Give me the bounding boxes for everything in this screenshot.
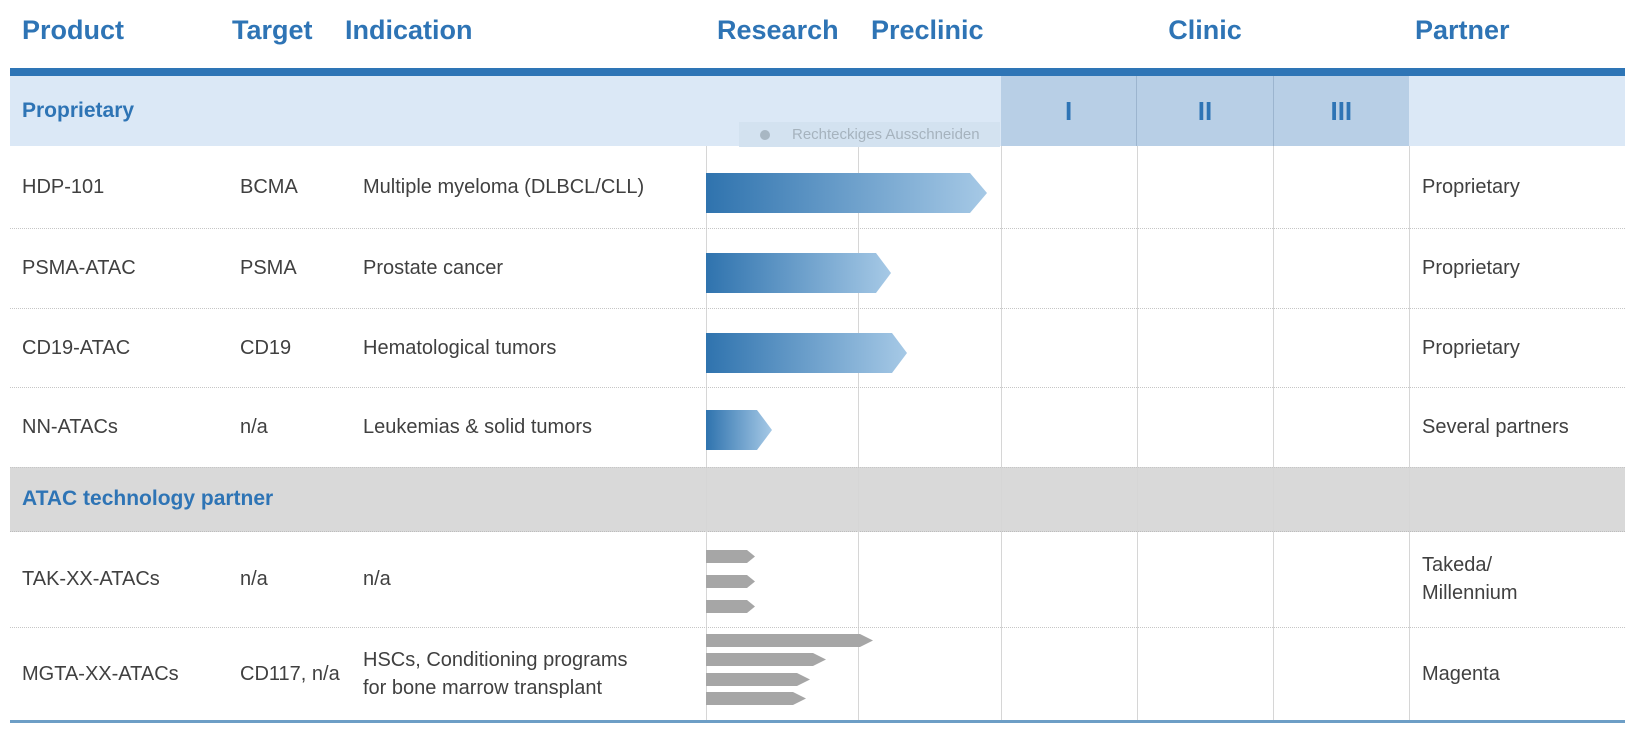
table-row-psma-atac: PSMA-ATAC PSMA Prostate cancer Proprietary [10, 228, 1625, 309]
column-gridline [1137, 146, 1138, 720]
column-gridline [1001, 146, 1002, 720]
phase-progress-bar [706, 653, 826, 666]
indication-cell: n/a [363, 568, 391, 590]
phase-progress-bar [706, 410, 772, 450]
column-header-indication: Indication [345, 15, 473, 45]
indication-cell: Prostate cancer [363, 257, 504, 279]
section-label-atac-partner: ATAC technology partner [22, 487, 274, 510]
partner-cell: Proprietary [1422, 336, 1520, 359]
product-cell: NN-ATACs [22, 416, 118, 438]
column-gridline [1273, 146, 1274, 720]
snip-overlay-label: Rechteckiges Ausschneiden [792, 126, 980, 143]
product-cell: HDP-101 [22, 176, 105, 198]
column-header-research: Research [717, 15, 839, 45]
column-header-clinic: Clinic [1168, 15, 1242, 45]
phase-progress-bar [706, 173, 987, 213]
target-cell: CD19 [240, 336, 292, 359]
bullet-circle-icon [760, 129, 770, 140]
column-header-preclinic: Preclinic [871, 15, 984, 45]
partner-cell: Proprietary [1422, 257, 1520, 279]
indication-cell: Leukemias & solid tumors [363, 416, 592, 438]
column-gridline [1409, 146, 1410, 720]
phase-progress-bar [706, 673, 810, 686]
phase-progress-bar [706, 253, 891, 293]
column-header-target: Target [232, 15, 313, 45]
clinic-phase-3: III [1272, 76, 1409, 146]
product-cell: CD19-ATAC [22, 336, 131, 359]
table-row-mgta-xx-atacs: MGTA-XX-ATACs CD117, n/a HSCs, Conditionin… [10, 627, 1625, 720]
partner-cell: Takeda/ Millennium [1422, 554, 1518, 604]
atac-partner-section-band: ATAC technology partner [10, 467, 1625, 532]
indication-cell: Multiple myeloma (DLBCL/CLL) [363, 176, 645, 198]
phase-progress-bar [706, 333, 907, 373]
partner-cell: Several partners [1422, 416, 1569, 438]
table-row-tak-xx-atacs: TAK-XX-ATACs n/a n/a Takeda/ Millennium [10, 531, 1625, 628]
partner-cell: Proprietary [1422, 176, 1520, 198]
target-cell: n/a [240, 568, 268, 590]
product-cell: MGTA-XX-ATACs [22, 662, 179, 685]
phase-progress-bar [706, 550, 755, 563]
phase-progress-bar [706, 600, 755, 613]
table-row-cd19-atac: CD19-ATAC CD19 Hematological tumors Proprie… [10, 308, 1625, 388]
indication-cell: Hematological tumors [363, 336, 557, 359]
table-row-nn-atacs: NN-ATACs n/a Leukemias & solid tumors Sever… [10, 387, 1625, 468]
column-gridline [858, 146, 859, 720]
phase-progress-bar [706, 692, 806, 705]
target-cell: CD117, n/a [240, 662, 340, 685]
phase-progress-bar [706, 575, 755, 588]
target-cell: n/a [240, 416, 268, 438]
target-cell: BCMA [240, 176, 298, 198]
clinic-phase-band: I II III [1001, 76, 1409, 146]
section-label-proprietary: Proprietary [22, 99, 135, 122]
snip-overlay-menu-item[interactable]: Rechteckiges Ausschneiden [739, 122, 1000, 147]
clinic-phase-1: I [1065, 95, 1073, 126]
bottom-rule [10, 720, 1625, 723]
product-cell: PSMA-ATAC [22, 257, 136, 279]
column-header-partner: Partner [1415, 15, 1510, 45]
column-header-product: Product [22, 15, 125, 45]
target-cell: PSMA [240, 257, 297, 279]
product-cell: TAK-XX-ATACs [22, 568, 160, 590]
table-row-hdp-101: HDP-101 BCMA Multiple myeloma (DLBCL/CLL) P… [10, 146, 1625, 229]
header-divider-rule [10, 68, 1625, 76]
clinic-phase-2: II [1136, 76, 1272, 146]
phase-progress-bar [706, 634, 873, 647]
partner-cell: Magenta [1422, 662, 1500, 685]
indication-cell: HSCs, Conditioning programs for bone mar… [363, 648, 628, 699]
